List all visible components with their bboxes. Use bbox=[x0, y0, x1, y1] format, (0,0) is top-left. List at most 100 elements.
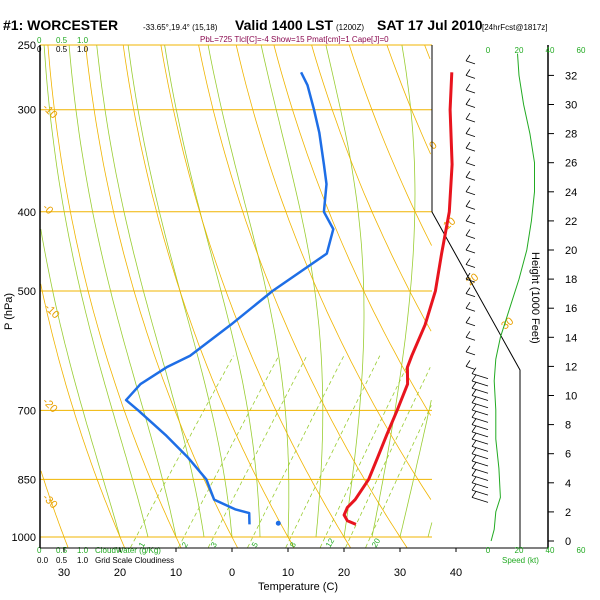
moist-adiabat-line bbox=[43, 44, 149, 538]
wind-barb-flag bbox=[465, 141, 471, 149]
dry-adiabat-line bbox=[85, 44, 238, 548]
wind-barb-shaft bbox=[465, 351, 476, 356]
wind-barb-shaft bbox=[471, 416, 489, 423]
adiabat-label: -0 bbox=[40, 202, 55, 217]
wind-barb-flag bbox=[465, 185, 471, 193]
moist-adiabat-line bbox=[399, 400, 432, 538]
wind-barb-flag bbox=[465, 83, 471, 91]
temperature-axis: 30 20 10 0 10 20 30 40 bbox=[58, 548, 462, 579]
pressure-tick-label: 400 bbox=[18, 207, 36, 219]
height-tick-label: 8 bbox=[565, 420, 571, 432]
speed-tick-label-top: 60 bbox=[577, 46, 586, 55]
height-tick-label: 30 bbox=[565, 100, 577, 112]
moist-adiabat-line bbox=[68, 44, 177, 538]
wind-barb-shaft bbox=[465, 264, 476, 268]
wind-barb-flag bbox=[465, 54, 471, 62]
x-axis-title: Temperature (C) bbox=[258, 581, 338, 593]
wind-barb-flag bbox=[465, 258, 471, 265]
wind-barb-flag bbox=[471, 374, 477, 382]
wind-barb-flag bbox=[471, 476, 477, 484]
mixing-ratio-line bbox=[319, 355, 413, 548]
wind-barb-flag bbox=[471, 418, 477, 425]
moist-adiabat-line bbox=[96, 44, 205, 538]
wind-barb-shaft bbox=[465, 191, 476, 196]
mixing-ratio-line bbox=[207, 355, 308, 548]
dry-adiabat-line bbox=[40, 283, 125, 548]
cw-bot-black-0: 0.0 bbox=[37, 556, 49, 565]
temp-tick-label: 0 bbox=[229, 567, 235, 579]
mixing-ratio-line bbox=[130, 355, 234, 548]
wind-barb-shaft bbox=[471, 467, 489, 474]
diagram-boundary bbox=[431, 45, 521, 548]
height-tick-label: 0 bbox=[565, 536, 571, 548]
wind-barb-shaft bbox=[471, 424, 489, 430]
wind-barb-flag bbox=[465, 301, 471, 309]
wind-barb-shaft bbox=[465, 220, 476, 225]
cw-top-black-1: 0.5 bbox=[56, 45, 68, 54]
speed-tick-label-bottom: 0 bbox=[486, 546, 491, 555]
wind-barb-shaft bbox=[465, 176, 476, 181]
moist-adiabat-line bbox=[371, 44, 416, 538]
wind-barb-flag bbox=[465, 171, 471, 178]
temp-tick-label: 20 bbox=[114, 567, 126, 579]
mixing-ratio-line bbox=[247, 355, 345, 548]
moist-adiabat-line bbox=[40, 229, 121, 538]
height-tick-label: 2 bbox=[565, 507, 571, 519]
mixing-ratio-lines bbox=[130, 355, 432, 548]
wind-barb-shaft bbox=[471, 496, 489, 503]
zulu-time: (1200Z) bbox=[336, 23, 364, 32]
valid-date: SAT 17 Jul 2010 bbox=[377, 17, 483, 33]
dry-adiabat-line bbox=[311, 44, 432, 332]
station-coords: -33.65°,19.4° (15,18) bbox=[143, 23, 218, 32]
temp-tick-label: 40 bbox=[450, 567, 462, 579]
pressure-tick-label: 500 bbox=[18, 286, 36, 298]
wind-barb-flag bbox=[465, 316, 471, 323]
y-axis-title: P (hPa) bbox=[3, 293, 15, 330]
wind-barb-shaft bbox=[471, 453, 489, 460]
height-tick-label: 14 bbox=[565, 332, 577, 344]
height-tick-label: 20 bbox=[565, 245, 577, 257]
wind-barb-shaft bbox=[471, 475, 489, 481]
wind-barb-shaft bbox=[465, 162, 476, 167]
dry-adiabat-line bbox=[160, 44, 351, 548]
wind-barb-flag bbox=[465, 243, 471, 251]
wind-barb-shaft bbox=[465, 118, 476, 123]
height-tick-label: 24 bbox=[565, 187, 577, 199]
speed-tick-label-top: 40 bbox=[546, 46, 555, 55]
wind-barb-shaft bbox=[465, 75, 476, 79]
adiabat-label: -10 bbox=[40, 102, 60, 122]
wind-barb-flag bbox=[471, 491, 477, 498]
adiabat-label: -30 bbox=[40, 492, 60, 512]
wind-barb-flag bbox=[465, 69, 471, 76]
wind-barb-flag bbox=[471, 440, 477, 447]
wind-barb-flag bbox=[465, 112, 471, 120]
wind-barb-flag bbox=[471, 396, 477, 403]
speed-tick-label-top: 20 bbox=[515, 46, 524, 55]
theta-label: 10 bbox=[441, 215, 458, 232]
wind-barb-flag bbox=[471, 382, 477, 389]
height-tick-label: 18 bbox=[565, 274, 577, 286]
cw-bot-black-1: 0.5 bbox=[56, 556, 68, 565]
height-tick-label: 28 bbox=[565, 129, 577, 141]
wind-barbs bbox=[465, 54, 489, 503]
wind-barb-shaft bbox=[465, 147, 476, 152]
wind-barb-shaft bbox=[465, 249, 476, 254]
cw-top-green-0: 0 bbox=[37, 36, 42, 45]
moist-adiabat-line bbox=[164, 44, 261, 538]
height-tick-label: 26 bbox=[565, 158, 577, 170]
moist-adiabat-line bbox=[325, 44, 365, 538]
cw-bot-black-label: Grid Scale Cloudiness bbox=[95, 556, 174, 565]
height-tick-label: 10 bbox=[565, 391, 577, 403]
wind-barb-flag bbox=[471, 447, 477, 454]
station-title: #1: WORCESTER bbox=[3, 17, 118, 33]
wind-barb-shaft bbox=[465, 278, 476, 283]
mixing-ratio-line bbox=[285, 355, 381, 548]
moist-adiabat-line bbox=[427, 522, 433, 538]
mixing-ratio-label: 1 bbox=[137, 540, 147, 549]
mixing-ratio-label: 3 bbox=[209, 540, 219, 549]
wind-barb-shaft bbox=[465, 322, 476, 327]
speed-tick-label-bottom: 60 bbox=[577, 546, 586, 555]
